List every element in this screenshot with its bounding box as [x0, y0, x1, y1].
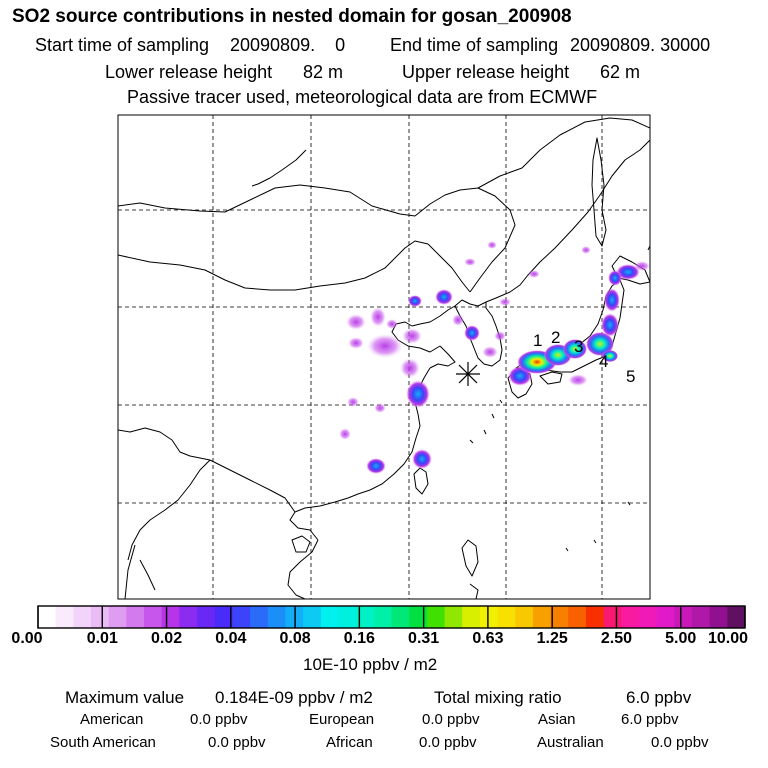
- colorbar-swatch: [497, 606, 516, 628]
- colorbar-swatch: [267, 606, 286, 628]
- colorbar-swatch: [214, 606, 233, 628]
- colorbar-swatch: [727, 606, 746, 628]
- colorbar-swatch: [144, 606, 163, 628]
- colorbar-swatch: [356, 606, 375, 628]
- total-mixing-value: 6.0 ppbv: [626, 688, 692, 707]
- colorbar-swatch: [603, 606, 622, 628]
- region-name: European: [309, 711, 375, 728]
- colorbar-swatch: [303, 606, 322, 628]
- colorbar-swatch: [656, 606, 675, 628]
- colorbar-tick-label: 5.00: [665, 630, 697, 647]
- colorbar-swatch: [73, 606, 92, 628]
- max-value-label: Maximum value: [65, 688, 185, 707]
- colorbar-swatch: [426, 606, 446, 628]
- colorbar-swatch: [338, 606, 357, 628]
- source-label-1: 1: [533, 331, 542, 350]
- colorbar-tick-label: 0.00: [11, 630, 43, 647]
- colorbar-tick-label: 0.31: [408, 630, 440, 647]
- region-name: Australian: [537, 734, 604, 751]
- lower-release-value: 82 m: [303, 62, 344, 82]
- colorbar-tick-label: 0.08: [279, 630, 311, 647]
- upper-release-label: Upper release height: [402, 62, 570, 82]
- region-name: South American: [50, 734, 156, 751]
- region-name: African: [326, 734, 373, 751]
- colorbar-frame: [37, 605, 746, 629]
- colorbar-swatch: [161, 606, 180, 628]
- region-value: 0.0 ppbv: [651, 734, 709, 751]
- colorbar-swatch: [232, 606, 251, 628]
- region-value: 0.0 ppbv: [190, 711, 248, 728]
- colorbar-swatch: [638, 606, 658, 628]
- region-value: 0.0 ppbv: [208, 734, 266, 751]
- colorbar-swatch: [55, 606, 74, 628]
- sampling-start-label: Start time of sampling: [35, 35, 210, 55]
- colorbar-swatch: [373, 606, 392, 628]
- colorbar-swatch: [621, 606, 640, 628]
- sampling-end-label: End time of sampling: [390, 35, 559, 55]
- source-label-4: 4: [599, 352, 608, 371]
- colorbar-tick-label: 2.50: [600, 630, 633, 647]
- colorbar-swatch: [108, 606, 127, 628]
- colorbar-swatch: [532, 606, 552, 628]
- colorbar-swatch: [709, 606, 728, 628]
- colorbar-swatch: [179, 606, 198, 628]
- colorbar-swatch: [691, 606, 711, 628]
- page-title: SO2 source contributions in nested domai…: [12, 6, 572, 27]
- colorbar-swatch: [444, 606, 463, 628]
- so2-plumes: [339, 241, 650, 474]
- colorbar: [37, 605, 746, 629]
- region-value: 0.0 ppbv: [422, 711, 480, 728]
- sampling-start-value: 20090809. 0: [230, 35, 346, 55]
- region-name: Asian: [538, 711, 576, 728]
- total-mixing-label: Total mixing ratio: [434, 688, 562, 707]
- colorbar-swatch: [585, 606, 605, 628]
- region-name: American: [80, 711, 144, 728]
- colorbar-swatch: [479, 606, 499, 628]
- colorbar-swatch: [550, 606, 569, 628]
- colorbar-tick-label: 0.63: [472, 630, 504, 647]
- colorbar-tick-label: 1.25: [536, 630, 568, 647]
- sampling-end-value: 20090809. 30000: [570, 35, 711, 55]
- upper-release-value: 62 m: [600, 62, 641, 82]
- colorbar-tick-label: 0.04: [215, 630, 247, 647]
- colorbar-swatch: [674, 606, 693, 628]
- colorbar-swatch: [38, 606, 57, 628]
- asterisk-icon: [456, 362, 480, 386]
- coastlines: [118, 117, 650, 599]
- region-value: 0.0 ppbv: [419, 734, 477, 751]
- colorbar-tick-label: 0.02: [150, 630, 183, 647]
- colorbar-tick-label: 0.16: [343, 630, 375, 647]
- region-value: 6.0 ppbv: [621, 711, 679, 728]
- colorbar-swatch: [391, 606, 410, 628]
- colorbar-swatch: [91, 606, 110, 628]
- colorbar-swatch: [462, 606, 481, 628]
- colorbar-tick-label: 0.01: [86, 630, 118, 647]
- colorbar-swatch: [409, 606, 428, 628]
- data-source-note: Passive tracer used, meteorological data…: [127, 87, 598, 107]
- source-label-3: 3: [574, 337, 583, 356]
- colorbar-unit: 10E-10 ppbv / m2: [303, 655, 438, 674]
- max-value: 0.184E-09 ppbv / m2: [215, 688, 373, 707]
- colorbar-swatch: [320, 606, 339, 628]
- colorbar-swatch: [568, 606, 587, 628]
- source-label-5: 5: [626, 367, 635, 386]
- colorbar-swatch: [250, 606, 269, 628]
- colorbar-swatch: [197, 606, 216, 628]
- source-label-2: 2: [551, 328, 560, 347]
- lower-release-label: Lower release height: [105, 62, 273, 82]
- colorbar-tick-label: 10.00: [707, 630, 749, 647]
- colorbar-swatch: [515, 606, 534, 628]
- colorbar-swatch: [126, 606, 145, 628]
